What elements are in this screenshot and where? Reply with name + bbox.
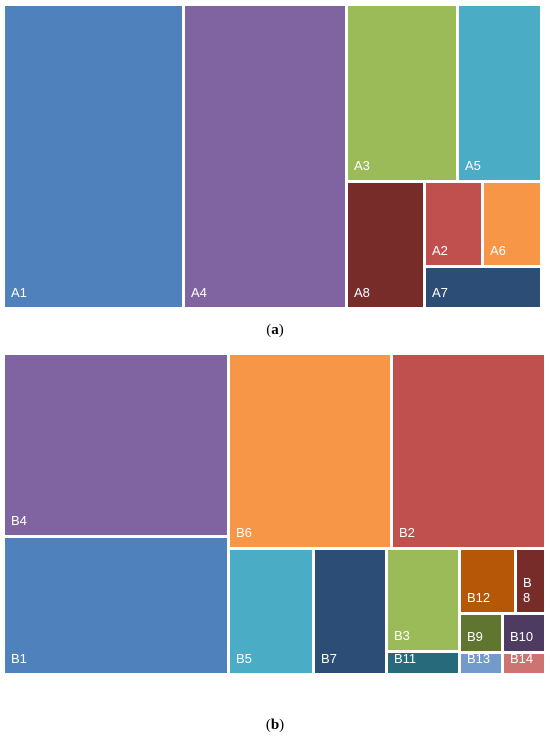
- tile-b5: B5: [230, 550, 312, 673]
- tile-label-a8: A8: [354, 285, 370, 300]
- caption-b: (b): [265, 717, 285, 733]
- tile-label-b4: B4: [11, 513, 27, 528]
- tile-label-a1: A1: [11, 285, 27, 300]
- tile-label-b12: B12: [467, 590, 491, 605]
- tile-label-b6: B6: [236, 525, 252, 540]
- tile-b2: B2: [393, 355, 544, 547]
- tile-label-b9: B9: [467, 629, 483, 644]
- tile-a2: A2: [426, 183, 481, 265]
- tile-a7: A7: [426, 268, 540, 307]
- tile-label-b13: B13: [467, 651, 491, 666]
- tile-a5: A5: [459, 6, 540, 180]
- tile-a6: A6: [484, 183, 540, 265]
- tile-label-b2: B2: [399, 525, 415, 540]
- tile-b10: B10: [504, 615, 544, 651]
- tile-b6: B6: [230, 355, 390, 547]
- tile-b7: B7: [315, 550, 385, 673]
- tile-label-b8: B 8: [523, 575, 532, 605]
- tile-b3: B3: [388, 550, 458, 650]
- tile-a1: A1: [5, 6, 182, 307]
- tile-label-b10: B10: [510, 629, 534, 644]
- tile-label-a5: A5: [465, 158, 481, 173]
- tile-label-b11: B11: [394, 651, 417, 666]
- tile-label-b1: B1: [11, 651, 27, 666]
- tile-a4: A4: [185, 6, 345, 307]
- tile-b8: B 8: [517, 550, 544, 612]
- tile-label-b5: B5: [236, 651, 252, 666]
- tile-b9: B9: [461, 615, 501, 651]
- tile-label-a4: A4: [191, 285, 207, 300]
- caption-a: (a): [266, 322, 284, 338]
- tile-label-a7: A7: [432, 285, 448, 300]
- treemap-b: B4 B1 B6 B2 B5 B7 B3 B11 B12 B 8 B9 B10 B13 B14: [0, 350, 550, 678]
- treemap-a: A1 A4 A3 A5 A8 A2 A6 A7: [0, 0, 550, 312]
- tile-b12: B12: [461, 550, 514, 612]
- tile-b13: B13: [461, 651, 501, 673]
- tile-b11: B11: [388, 651, 458, 673]
- tile-label-a6: A6: [490, 243, 506, 258]
- tile-label-b3: B3: [394, 628, 410, 643]
- tile-a3: A3: [348, 6, 456, 180]
- tile-b14: B14: [504, 651, 544, 673]
- tile-a8: A8: [348, 183, 423, 307]
- tile-label-b7: B7: [321, 651, 337, 666]
- tile-b4: B4: [5, 355, 227, 535]
- tile-label-b14: B14: [510, 651, 534, 666]
- tile-label-a2: A2: [432, 243, 448, 258]
- tile-label-a3: A3: [354, 158, 370, 173]
- tile-b1: B1: [5, 538, 227, 673]
